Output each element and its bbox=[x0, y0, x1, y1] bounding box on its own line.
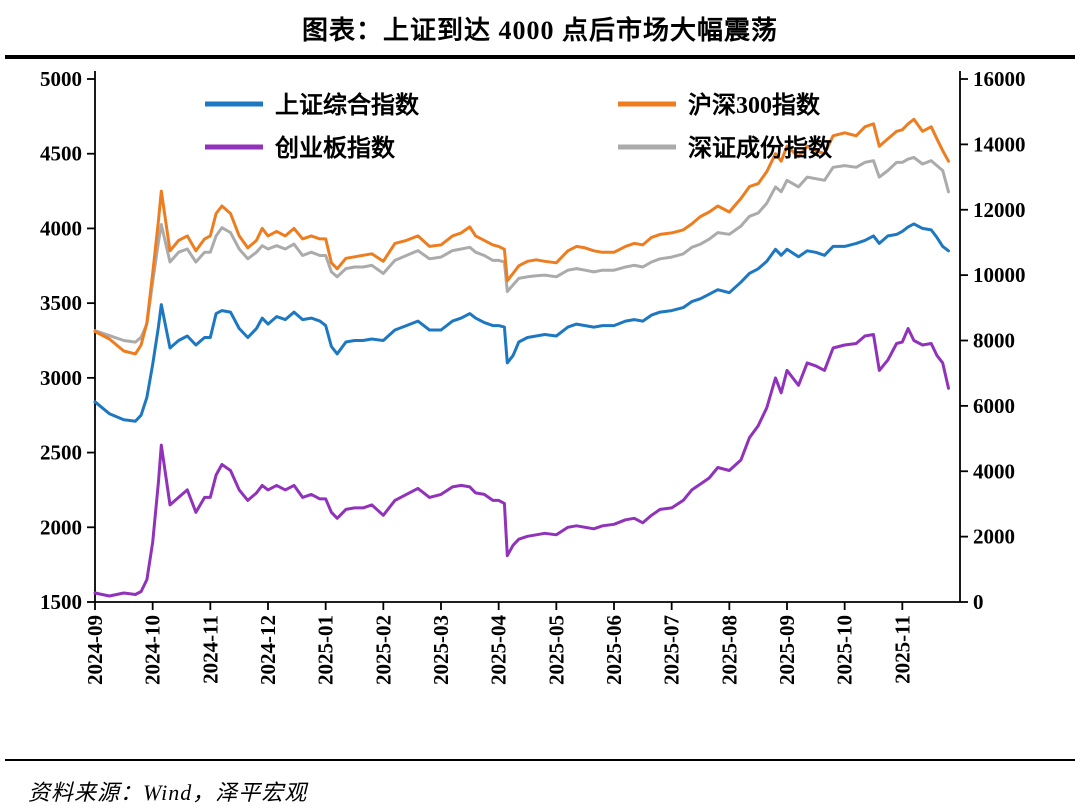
right-axis-tick-label: 10000 bbox=[973, 263, 1026, 287]
series-line-chinext bbox=[93, 327, 950, 598]
x-axis-tick-label: 2025-10 bbox=[833, 615, 857, 685]
x-axis-tick-label: 2024-11 bbox=[198, 615, 222, 684]
right-axis-tick-label: 14000 bbox=[973, 132, 1026, 156]
x-axis-tick-label: 2025-11 bbox=[890, 615, 914, 684]
x-axis-tick-label: 2024-12 bbox=[256, 615, 280, 685]
x-axis-tick-label: 2025-04 bbox=[487, 615, 511, 685]
page-title: 图表：上证到达 4000 点后市场大幅震荡 bbox=[301, 16, 778, 45]
right-axis-tick-label: 12000 bbox=[973, 198, 1026, 222]
legend-label-sse-composite: 上证综合指数 bbox=[275, 91, 420, 119]
left-axis-tick-label: 4000 bbox=[40, 216, 82, 240]
footer-divider bbox=[5, 759, 1075, 761]
x-axis-tick-label: 2025-08 bbox=[717, 615, 741, 685]
x-axis-tick-label: 2024-10 bbox=[141, 615, 165, 685]
series-line-sse-composite bbox=[93, 222, 950, 423]
x-axis-tick-label: 2025-05 bbox=[544, 615, 568, 685]
right-axis-tick-label: 2000 bbox=[973, 525, 1015, 549]
left-axis-tick-label: 3500 bbox=[40, 291, 82, 315]
legend-label-chinext: 创业板指数 bbox=[274, 135, 396, 162]
left-axis-tick-label: 4500 bbox=[40, 142, 82, 166]
legend-label-szse-component: 深证成份指数 bbox=[688, 135, 833, 162]
right-axis-tick-label: 0 bbox=[973, 590, 984, 614]
right-axis-tick-label: 6000 bbox=[973, 394, 1015, 418]
series-line-csi300 bbox=[93, 117, 950, 356]
x-axis-tick-label: 2025-03 bbox=[429, 615, 453, 685]
source-note: 资料来源：Wind，泽平宏观 bbox=[28, 780, 308, 805]
left-axis-tick-label: 1500 bbox=[40, 590, 82, 614]
right-axis-tick-label: 4000 bbox=[973, 459, 1015, 483]
x-axis-tick-label: 2025-02 bbox=[371, 615, 395, 685]
x-axis-tick-label: 2025-01 bbox=[314, 615, 338, 685]
right-axis-tick-label: 8000 bbox=[973, 329, 1015, 353]
x-axis-tick-label: 2024-09 bbox=[83, 615, 107, 685]
left-axis-tick-label: 3000 bbox=[40, 366, 82, 390]
left-axis-tick-label: 5000 bbox=[40, 67, 82, 91]
left-axis-tick-label: 2000 bbox=[40, 515, 82, 539]
x-axis-tick-label: 2025-07 bbox=[660, 615, 684, 685]
series-line-szse-component bbox=[93, 156, 950, 344]
legend-label-csi300: 沪深300指数 bbox=[688, 92, 821, 119]
left-axis-tick-label: 2500 bbox=[40, 441, 82, 465]
right-axis-tick-label: 16000 bbox=[973, 67, 1026, 91]
chart-area: 5000 4500 4000 3500 3000 2500 2000 1500 16000 140… bbox=[0, 59, 1080, 759]
title-divider bbox=[5, 55, 1075, 59]
x-axis-tick-label: 2025-09 bbox=[775, 615, 799, 685]
x-axis-tick-label: 2025-06 bbox=[602, 615, 626, 685]
market-index-chart: 5000 4500 4000 3500 3000 2500 2000 1500 16000 140… bbox=[40, 67, 1026, 685]
